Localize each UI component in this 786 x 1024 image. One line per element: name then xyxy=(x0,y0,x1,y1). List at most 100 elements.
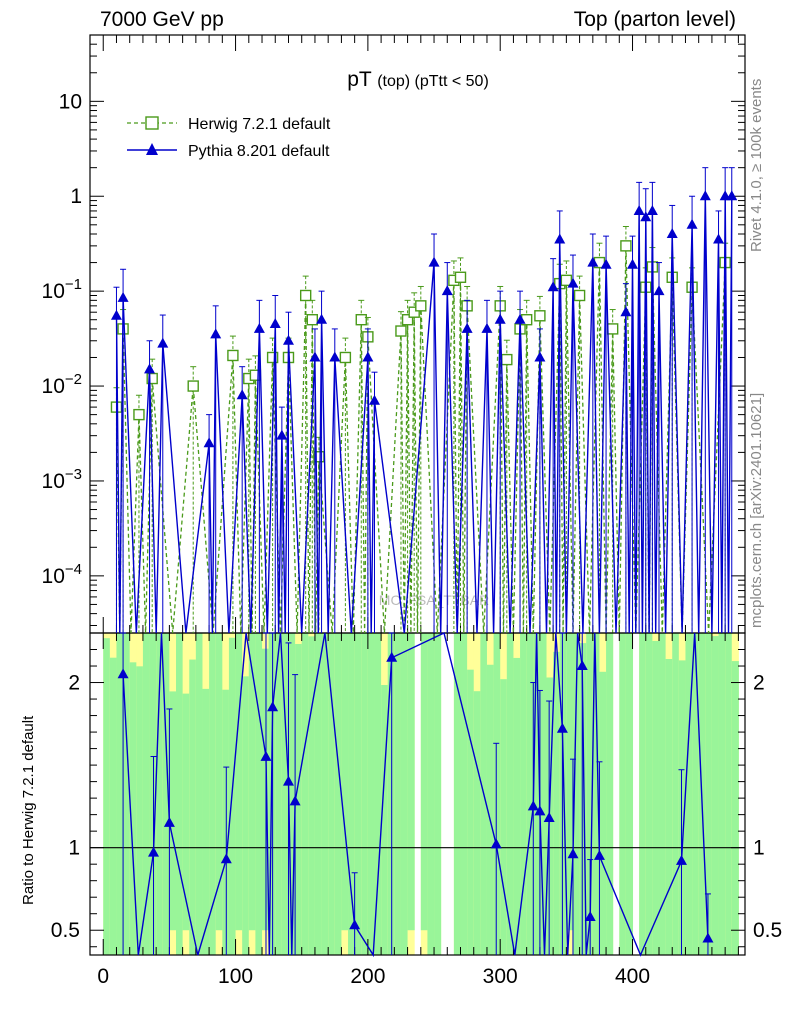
band-inner xyxy=(275,633,283,955)
band-inner xyxy=(427,633,435,955)
herwig-marker xyxy=(227,349,239,362)
band-inner xyxy=(381,684,389,955)
ratio-marker xyxy=(534,805,546,816)
ratio-marker xyxy=(584,911,596,922)
ratio-marker xyxy=(702,932,714,943)
band-inner xyxy=(407,633,415,931)
band-inner xyxy=(672,633,680,955)
band-inner xyxy=(705,633,713,955)
band-inner xyxy=(162,633,170,955)
band-inner xyxy=(321,633,329,955)
band-inner xyxy=(123,633,131,955)
ratio-marker xyxy=(267,701,279,712)
herwig-marker xyxy=(339,351,352,364)
band-inner xyxy=(215,633,223,931)
herwig-marker xyxy=(355,314,367,326)
band-inner xyxy=(334,633,342,955)
pythia-marker xyxy=(203,437,215,448)
band-inner xyxy=(678,660,686,955)
pythia-marker xyxy=(600,258,612,269)
pythia-marker xyxy=(236,389,248,400)
ratio-marker xyxy=(556,722,568,733)
band-inner xyxy=(606,633,614,955)
band-inner xyxy=(579,643,587,955)
y-tick-label: 10−3 xyxy=(42,466,82,493)
band-inner xyxy=(658,633,667,955)
band-inner xyxy=(103,638,111,955)
ratio-marker xyxy=(386,651,398,662)
ratio-marker xyxy=(260,750,272,761)
herwig-marker xyxy=(620,240,632,252)
band-inner xyxy=(116,633,124,955)
legend-herwig-label: Herwig 7.2.1 default xyxy=(188,116,331,133)
band-inner xyxy=(354,633,362,955)
pythia-marker xyxy=(587,256,599,267)
y-tick-label: 10−1 xyxy=(42,276,82,303)
ratio-y-ticks xyxy=(90,649,745,948)
ratio-marker xyxy=(349,919,361,930)
herwig-marker xyxy=(401,314,414,326)
band-inner xyxy=(169,691,177,931)
ratio-marker xyxy=(567,848,579,859)
band-inner xyxy=(586,633,594,955)
band-inner xyxy=(473,691,481,955)
band-inner xyxy=(652,640,660,955)
pythia-marker xyxy=(534,351,546,362)
herwig-marker xyxy=(573,289,586,302)
band-inner xyxy=(493,633,501,955)
x-tick-label: 300 xyxy=(483,965,518,988)
band-inner xyxy=(301,633,309,955)
herwig-marker xyxy=(187,380,199,392)
pythia-marker xyxy=(282,334,294,345)
band-inner xyxy=(367,633,375,955)
band-inner xyxy=(619,633,627,955)
ratio-marker xyxy=(543,811,555,822)
pythia-marker xyxy=(276,429,288,440)
pythia-marker xyxy=(640,211,652,222)
y-tick-label: 10−4 xyxy=(42,561,82,588)
x-tick-label: 0 xyxy=(97,965,109,988)
pythia-marker xyxy=(514,313,526,324)
legend-pythia-label: Pythia 8.201 default xyxy=(188,143,330,160)
band-inner xyxy=(400,633,409,955)
pythia-marker xyxy=(144,363,156,374)
band-inner xyxy=(328,633,336,955)
uncertainty-bands xyxy=(103,633,739,955)
pythia-marker xyxy=(627,258,639,269)
ratio-y-tick-label-right: 0.5 xyxy=(753,919,782,942)
x-tick-label: 100 xyxy=(218,965,253,988)
band-inner xyxy=(467,669,475,955)
pythia-marker xyxy=(646,204,658,215)
band-inner xyxy=(692,633,700,955)
ratio-y-tick-label-left: 1 xyxy=(68,837,80,860)
band-inner xyxy=(142,633,151,955)
pythia-marker xyxy=(117,291,129,302)
band-inner xyxy=(718,633,726,955)
pythia-marker xyxy=(368,394,380,405)
x-tick-label: 200 xyxy=(350,965,385,988)
herwig-marker xyxy=(534,310,546,322)
ratio-marker xyxy=(593,849,605,860)
legend: Herwig 7.2.1 default Pythia 8.201 default xyxy=(127,116,331,160)
ratio-marker xyxy=(163,816,175,827)
pythia-marker xyxy=(653,285,665,296)
pythia-marker xyxy=(494,313,506,324)
band-inner xyxy=(308,636,316,955)
pythia-marker xyxy=(554,233,566,244)
pythia-marker xyxy=(110,309,122,320)
band-inner xyxy=(539,633,548,955)
pythia-marker xyxy=(620,306,632,317)
herwig-marker xyxy=(395,325,407,337)
pythia-line xyxy=(115,196,733,634)
band-inner xyxy=(486,664,495,955)
band-inner xyxy=(599,671,607,955)
band-inner xyxy=(281,633,289,955)
band-inner xyxy=(176,633,184,955)
band-inner xyxy=(711,636,720,955)
ratio-marker xyxy=(220,853,232,864)
band-inner xyxy=(209,633,217,955)
pythia-marker xyxy=(329,351,341,362)
pythia-marker xyxy=(666,228,678,239)
pythia-marker xyxy=(567,277,579,288)
main-y-ticks xyxy=(90,34,745,626)
